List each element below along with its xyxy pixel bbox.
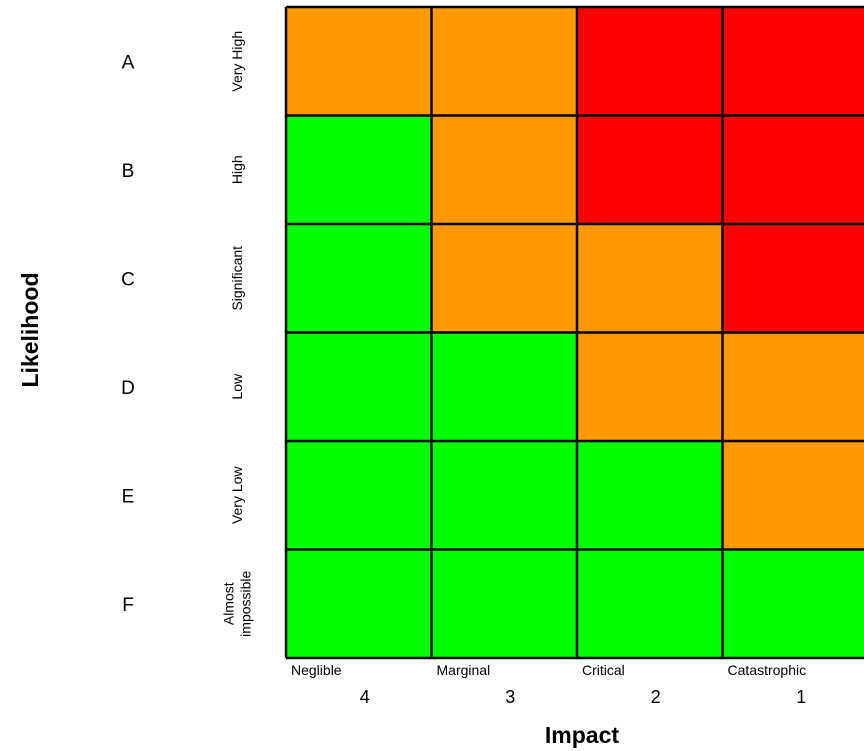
row-letter-label: B: [122, 161, 135, 182]
row-likelihood-labels: Very High High Significant Low Very Low Almos…: [221, 31, 254, 637]
row-likelihood-label: Almost: [221, 582, 237, 625]
row-likelihood-label: Significant: [229, 246, 245, 311]
row-likelihood-label: High: [229, 155, 245, 184]
row-letter-label: E: [122, 486, 135, 507]
column-impact-labels: Neglible 4 Marginal 3 Critical 2 Catastrophic 1: [291, 662, 806, 707]
column-name-label: Marginal: [437, 662, 491, 678]
column-number-label: 2: [651, 687, 661, 707]
x-axis-title: Impact: [545, 722, 619, 748]
matrix-cell-b-4: [286, 115, 432, 224]
matrix-cell-d-4: [286, 332, 432, 441]
matrix-cell-a-4: [286, 7, 432, 116]
matrix-cell-c-2: [577, 224, 723, 333]
column-number-label: 1: [796, 687, 806, 707]
matrix-cell-d-2: [577, 332, 723, 441]
matrix-cell-b-2: [577, 115, 723, 224]
matrix-cell-c-3: [431, 224, 577, 333]
matrix-cell-c-4: [286, 224, 432, 333]
matrix-grid: [284, 5, 864, 660]
matrix-cell-e-1: [722, 441, 864, 550]
matrix-cell-f-2: [577, 549, 723, 658]
matrix-cell-c-1: [722, 224, 864, 333]
row-letter-label: D: [121, 378, 135, 399]
y-axis-title: Likelihood: [17, 273, 43, 388]
matrix-cell-f-1: [722, 549, 864, 658]
matrix-cell-b-3: [431, 115, 577, 224]
row-likelihood-label: Very Low: [229, 466, 245, 524]
matrix-cell-f-3: [431, 549, 577, 658]
row-likelihood-label: Low: [229, 373, 245, 400]
row-likelihood-label: Very High: [229, 31, 245, 92]
matrix-cell-e-4: [286, 441, 432, 550]
matrix-cell-d-1: [722, 332, 864, 441]
matrix-cell-a-3: [431, 7, 577, 116]
matrix-cell-b-1: [722, 115, 864, 224]
row-likelihood-label: impossible: [238, 570, 254, 636]
column-name-label: Catastrophic: [728, 662, 807, 678]
column-name-label: Critical: [582, 662, 625, 678]
matrix-cells: [286, 7, 864, 658]
row-letter-label: C: [121, 269, 135, 290]
matrix-cell-e-3: [431, 441, 577, 550]
row-letter-labels: A B C D E F: [121, 52, 135, 616]
matrix-cell-d-3: [431, 332, 577, 441]
matrix-cell-e-2: [577, 441, 723, 550]
matrix-cell-a-2: [577, 7, 723, 116]
column-number-label: 3: [505, 687, 515, 707]
matrix-cell-f-4: [286, 549, 432, 658]
row-letter-label: F: [122, 595, 134, 616]
row-letter-label: A: [122, 52, 135, 73]
matrix-cell-a-1: [722, 7, 864, 116]
column-number-label: 4: [360, 687, 370, 707]
column-name-label: Neglible: [291, 662, 342, 678]
